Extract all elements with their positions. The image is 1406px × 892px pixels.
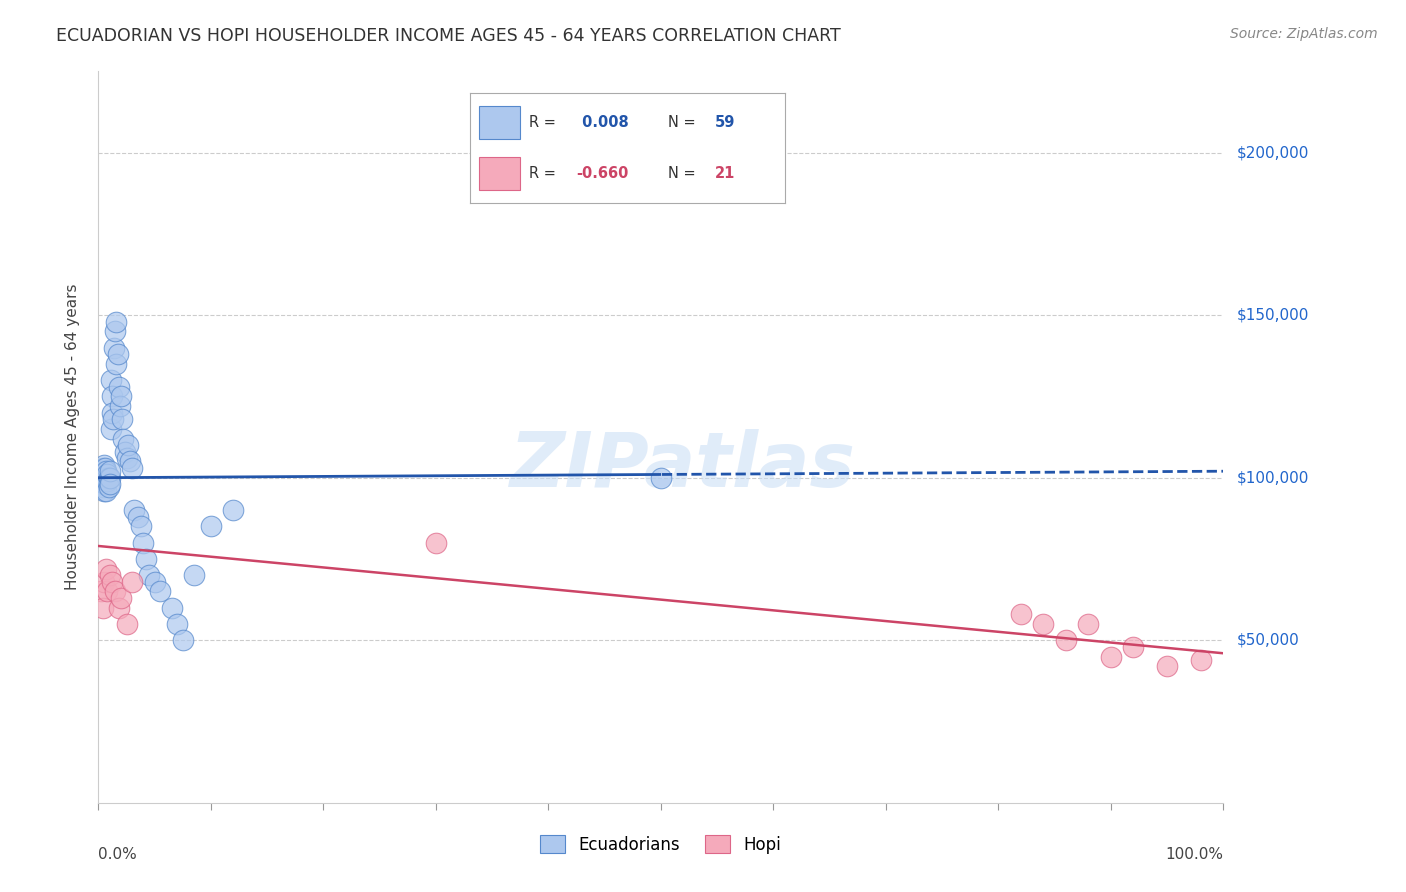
Point [160,600,183,615]
Point [103,341,125,355]
Point [127,509,149,524]
Point [93,483,115,498]
Text: Source: ZipAtlas.com: Source: ZipAtlas.com [1230,27,1378,41]
Point [93,474,115,488]
Point [96,584,118,599]
Point [121,574,143,589]
Point [166,617,188,632]
Point [93,458,115,472]
Point [96,474,118,488]
Point [115,451,138,466]
Point [96,471,118,485]
Point [115,617,138,632]
Point [98,471,121,485]
Point [96,464,118,478]
Point [425,535,447,549]
Legend: Ecuadorians, Hopi: Ecuadorians, Hopi [534,829,787,860]
Point [93,467,115,482]
Point [93,574,115,589]
Point [101,406,124,420]
Point [114,444,136,458]
Point [172,633,194,648]
Point [94,461,117,475]
Point [97,480,120,494]
Point [107,347,129,361]
Point [1156,659,1178,673]
Point [96,467,118,482]
Point [105,315,128,329]
Point [124,503,146,517]
Point [101,412,124,426]
Point [111,412,134,426]
Point [96,562,118,576]
Point [1032,617,1054,632]
Point [90,464,112,478]
Point [110,591,132,605]
Point [94,471,117,485]
Text: $50,000: $50,000 [1237,632,1301,648]
Point [97,471,120,485]
Point [107,380,129,394]
Point [101,389,124,403]
Point [100,373,122,387]
Point [90,477,112,491]
Point [105,357,128,371]
Point [143,574,166,589]
Text: $100,000: $100,000 [1237,470,1309,485]
Text: $150,000: $150,000 [1237,308,1309,323]
Point [98,464,121,478]
Point [104,325,127,339]
Point [135,552,157,566]
Point [91,461,114,475]
Point [183,568,205,582]
Point [1010,607,1032,622]
Point [112,432,135,446]
Point [132,535,155,549]
Text: ECUADORIAN VS HOPI HOUSEHOLDER INCOME AGES 45 - 64 YEARS CORRELATION CHART: ECUADORIAN VS HOPI HOUSEHOLDER INCOME AG… [56,27,841,45]
Point [107,600,129,615]
Point [91,600,114,615]
Point [1099,649,1122,664]
Point [650,471,672,485]
Text: 100.0%: 100.0% [1166,847,1223,862]
Point [129,519,152,533]
Point [90,471,112,485]
Point [100,422,122,436]
Point [1077,617,1099,632]
Point [1054,633,1077,648]
Text: 0.0%: 0.0% [98,847,138,862]
Point [110,389,132,403]
Point [138,568,160,582]
Point [96,483,118,498]
Point [149,584,172,599]
Point [222,503,245,517]
Point [98,477,121,491]
Point [101,574,124,589]
Point [91,480,114,494]
Point [96,471,118,485]
Y-axis label: Householder Income Ages 45 - 64 years: Householder Income Ages 45 - 64 years [65,284,80,591]
Point [94,477,117,491]
Text: $200,000: $200,000 [1237,145,1309,161]
Point [90,584,112,599]
Point [117,438,139,452]
Point [118,454,141,468]
Point [108,399,131,413]
Point [98,568,121,582]
Point [91,471,114,485]
Point [1189,653,1212,667]
Point [200,519,222,533]
Point [1122,640,1144,654]
Text: ZIPatlas: ZIPatlas [510,429,856,503]
Point [104,584,127,599]
Point [121,461,143,475]
